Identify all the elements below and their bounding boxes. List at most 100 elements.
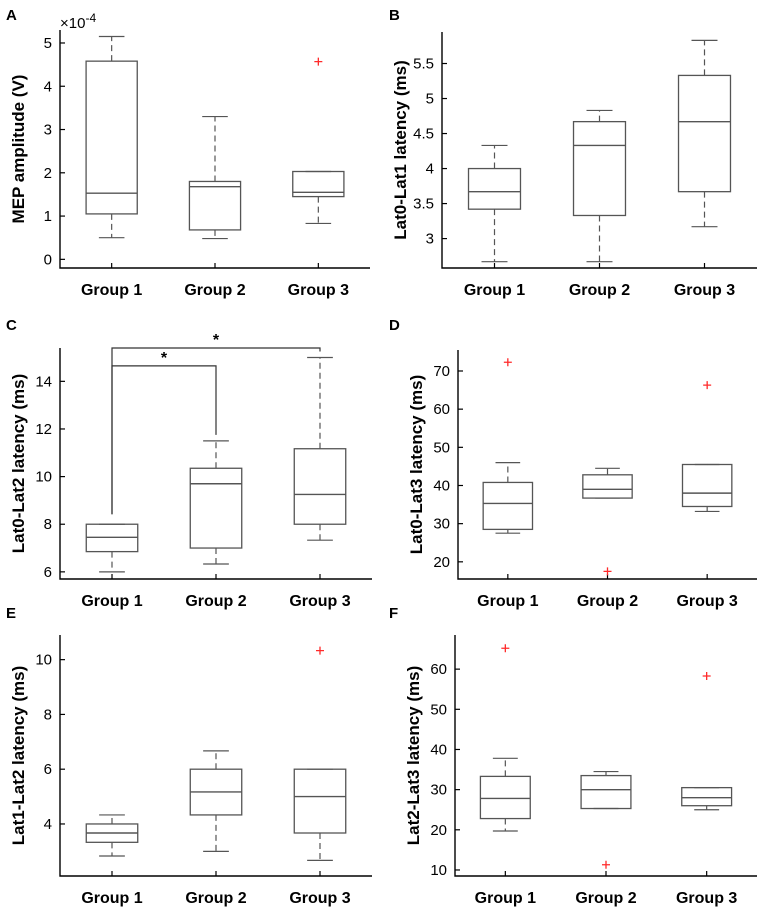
y-tick-label: 8 [44,516,52,533]
box-group [189,750,243,852]
y-tick-label: 3 [426,231,434,248]
y-tick-label: 0 [44,251,52,268]
panel-letter: C [6,317,17,334]
panel-letter: E [6,605,16,622]
box-group [681,381,733,513]
x-category-label: Group 1 [81,593,142,610]
box-group [681,671,733,811]
y-tick-label: 6 [44,564,52,581]
significance-label: * [213,332,220,349]
x-category-label: Group 2 [569,282,630,299]
y-tick-label: 70 [433,363,450,380]
box-group [467,144,522,263]
panel-b: B 3 3.5 4 4.5 5 5.5 Group 1 Group 2 Group 3 Lat0-… [389,7,757,299]
x-category-label: Group 3 [674,282,735,299]
outlier-marker [703,381,712,390]
box-group [582,467,633,576]
significance-label: * [161,350,168,367]
y-multiplier: ×10-4 [60,11,96,32]
outlier-marker [702,671,711,680]
y-tick-label: 12 [35,421,52,438]
x-category-label: Group 1 [475,890,536,907]
panel-c: C 6 8 10 12 14 Group 1 Group 2 Group 3 Lat0-Lat2… [6,317,372,610]
box-group [188,115,242,240]
y-tick-label: 14 [35,373,52,390]
y-axis-title: Lat1-Lat2 latency (ms) [9,666,28,846]
x-category-label: Group 1 [81,890,142,907]
iqr-box [85,60,138,215]
x-category-label: Group 3 [676,890,737,907]
x-category-label: Group 3 [676,593,737,610]
y-axis-title: MEP amplitude (V) [9,75,28,224]
iqr-box [677,74,732,193]
y-axis-title: Lat0-Lat1 latency (ms) [391,60,410,240]
outlier-marker [314,57,323,66]
y-tick-label: 20 [430,822,447,839]
y-tick-label: 60 [430,661,447,678]
outlier-marker [503,358,512,367]
box-group [85,523,139,573]
y-tick-label: 10 [35,469,52,486]
box-group [479,644,531,832]
y-tick-label: 4 [44,78,52,95]
box-group [580,770,632,869]
iqr-box [572,120,627,217]
panel-letter: B [389,7,400,24]
panel-d: D 20 30 40 50 60 70 Group 1 Group 2 Group 3 Lat0-… [389,317,757,610]
x-category-label: Group 2 [185,890,246,907]
x-category-label: Group 2 [575,890,636,907]
iqr-box [580,774,632,810]
y-tick-label: 5.5 [413,56,434,73]
axes [441,32,757,269]
axes [59,30,370,269]
outlier-marker [501,644,510,653]
panel-letter: D [389,317,400,334]
y-tick-label: 5 [426,91,434,108]
x-category-label: Group 3 [289,593,350,610]
y-tick-label: 6 [44,761,52,778]
axes [457,350,757,580]
iqr-box [482,481,534,531]
y-axis-title: Lat0-Lat2 latency (ms) [9,374,28,554]
panel-f: F 10 20 30 40 50 60 Group 1 Group 2 Group 3 Lat2-… [389,605,757,907]
iqr-box [681,786,733,807]
iqr-box [479,775,531,820]
y-tick-label: 8 [44,706,52,723]
box-group [293,646,347,861]
box-group [85,814,139,857]
panel-letter: A [6,7,17,24]
iqr-box [582,474,633,499]
y-tick-label: 40 [430,741,447,758]
y-tick-label: 1 [44,208,52,225]
x-category-label: Group 3 [289,890,350,907]
iqr-box [681,463,733,508]
y-tick-label: 20 [433,554,450,571]
x-category-label: Group 3 [288,282,349,299]
y-tick-label: 3.5 [413,196,434,213]
x-category-label: Group 1 [477,593,538,610]
box-group [189,440,243,565]
axes [454,635,757,877]
outlier-marker [316,646,324,655]
outlier-marker [602,860,610,869]
iqr-box [188,180,242,231]
y-tick-label: 50 [430,701,447,718]
box-group [292,57,345,225]
y-axis-title: Lat2-Lat3 latency (ms) [404,666,423,846]
y-axis-title: Lat0-Lat3 latency (ms) [407,375,426,555]
box-group [677,39,732,228]
y-tick-label: 50 [433,439,450,456]
box-group [293,356,347,541]
axes [59,635,372,877]
panel-e: E 4 6 8 10 Group 1 Group 2 Group 3 Lat1-Lat2 la… [6,605,372,907]
y-tick-label: 30 [430,782,447,799]
y-tick-label: 3 [44,122,52,139]
y-tick-label: 60 [433,401,450,418]
iqr-box [467,167,522,210]
iqr-box [292,170,345,198]
box-group [572,109,627,263]
y-tick-label: 2 [44,165,52,182]
x-category-label: Group 2 [184,282,245,299]
axes [59,348,372,580]
